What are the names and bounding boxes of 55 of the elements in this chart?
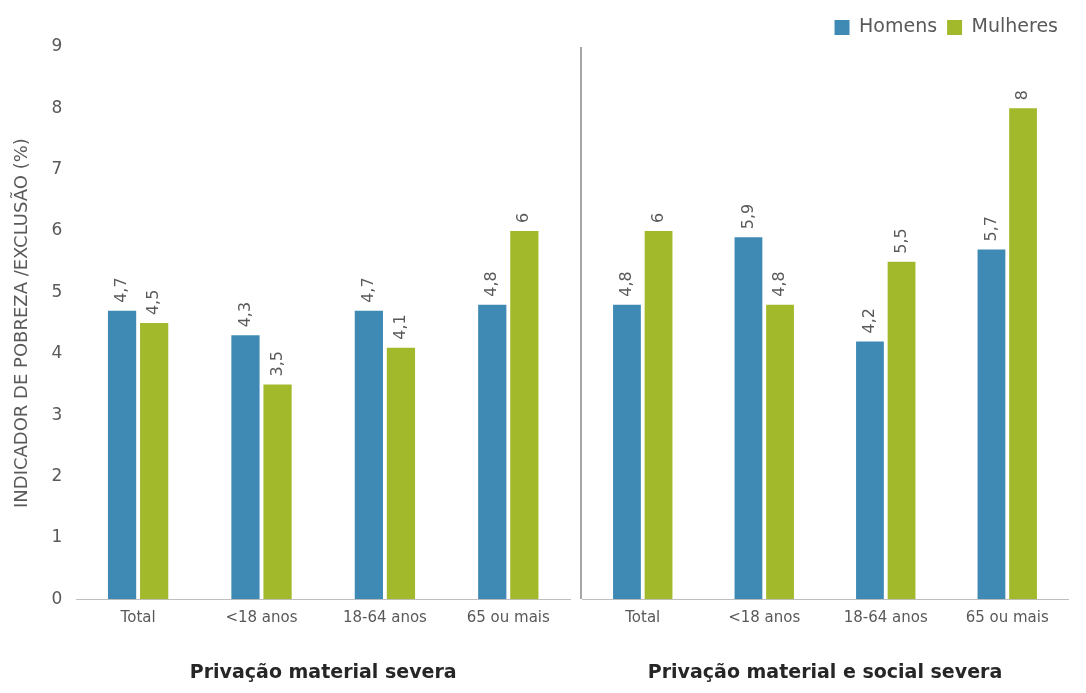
y-tick-label: 4 (51, 342, 63, 363)
y-tick-label: 3 (51, 403, 63, 424)
data-label: 4,8 (769, 271, 789, 297)
bar (510, 231, 539, 600)
bar (1009, 108, 1037, 600)
data-label: 4,5 (143, 289, 163, 316)
data-label: 4,3 (234, 301, 254, 328)
legend-label: Mulheres (971, 14, 1059, 37)
y-tick-label: 0 (51, 587, 63, 608)
bar (613, 304, 641, 600)
data-label: 4,7 (111, 277, 131, 303)
y-tick-label: 1 (51, 526, 63, 547)
data-label: 5,9 (737, 203, 757, 230)
bar (887, 261, 916, 600)
data-label: 8 (1012, 90, 1032, 101)
data-label: 4,8 (616, 271, 636, 297)
data-label: 3,5 (266, 351, 286, 377)
data-label: 4,2 (859, 308, 879, 334)
bar (478, 304, 507, 600)
y-tick-label: 7 (51, 158, 63, 179)
bar (231, 335, 260, 600)
y-tick-label: 6 (51, 219, 63, 240)
data-label: 6 (513, 212, 533, 224)
bar (263, 384, 292, 600)
x-axis-title: Privação material e social severa (647, 659, 1003, 682)
bar (766, 304, 794, 600)
y-tick-label: 8 (51, 96, 63, 117)
bar (107, 310, 137, 600)
x-tick-label: Total (624, 608, 661, 627)
y-axis-title: INDICADOR DE POBREZA /EXCLUSÃO (%) (10, 138, 32, 508)
y-tick-label: 5 (51, 280, 63, 301)
data-label: 4,7 (358, 277, 378, 303)
x-tick-label: 65 ou mais (965, 608, 1049, 627)
data-label: 5,5 (890, 228, 910, 254)
x-tick-label: 65 ou mais (466, 608, 551, 627)
data-label: 6 (647, 212, 667, 224)
y-tick-label: 9 (51, 35, 63, 56)
bar (734, 237, 763, 600)
x-tick-label: <18 anos (728, 608, 801, 627)
x-tick-label: Total (119, 608, 156, 627)
bar (386, 347, 416, 600)
bar (140, 323, 169, 600)
bar (354, 310, 383, 600)
x-axis-title: Privação material severa (189, 659, 457, 682)
bar (856, 341, 884, 600)
legend-label: Homens (859, 14, 938, 37)
data-label: 5,7 (980, 216, 1000, 242)
x-tick-label: 18-64 anos (342, 608, 428, 627)
x-tick-label: 18-64 anos (843, 608, 928, 627)
x-tick-label: <18 anos (225, 608, 298, 627)
data-label: 4,1 (390, 314, 410, 340)
bar (644, 231, 673, 600)
bar (977, 249, 1006, 600)
data-label: 4,8 (481, 271, 501, 297)
y-tick-label: 2 (51, 464, 63, 485)
